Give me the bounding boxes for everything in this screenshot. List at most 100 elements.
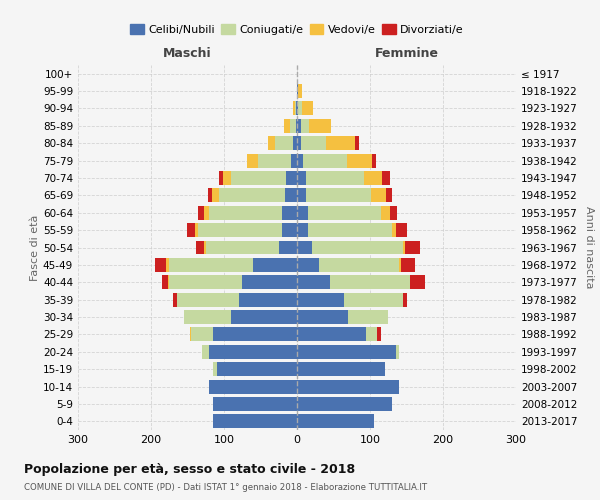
Bar <box>166 258 169 272</box>
Bar <box>377 328 381 342</box>
Bar <box>173 292 176 306</box>
Bar <box>223 171 232 185</box>
Bar <box>297 171 306 185</box>
Bar <box>297 84 298 98</box>
Bar <box>283 223 297 237</box>
Text: Femmine: Femmine <box>374 47 439 60</box>
Bar <box>297 362 385 376</box>
Bar <box>176 292 239 306</box>
Bar <box>297 258 319 272</box>
Bar <box>232 310 297 324</box>
Bar <box>297 276 330 289</box>
Y-axis label: Anni di nascita: Anni di nascita <box>584 206 594 289</box>
Bar <box>319 258 399 272</box>
Bar <box>213 397 297 411</box>
Bar <box>213 328 297 342</box>
Bar <box>195 223 199 237</box>
Bar <box>403 292 407 306</box>
Bar <box>382 171 390 185</box>
Bar <box>297 345 395 358</box>
Bar <box>283 206 297 220</box>
Bar <box>355 136 359 150</box>
Bar <box>306 171 364 185</box>
Bar <box>308 223 392 237</box>
Bar <box>297 188 306 202</box>
Bar <box>198 206 203 220</box>
Bar <box>390 206 397 220</box>
Bar <box>286 171 297 185</box>
Bar <box>217 362 297 376</box>
Bar <box>405 240 419 254</box>
Bar <box>184 310 232 324</box>
Bar <box>381 206 390 220</box>
Bar <box>209 380 297 394</box>
Bar <box>291 154 297 168</box>
Bar <box>169 258 253 272</box>
Bar <box>297 292 344 306</box>
Bar <box>395 345 399 358</box>
Bar <box>367 328 377 342</box>
Bar <box>168 276 169 289</box>
Bar <box>279 240 297 254</box>
Bar <box>347 154 372 168</box>
Bar <box>386 188 392 202</box>
Bar <box>296 102 297 116</box>
Legend: Celibi/Nubili, Coniugati/e, Vedovi/e, Divorziati/e: Celibi/Nubili, Coniugati/e, Vedovi/e, Di… <box>126 20 468 39</box>
Bar <box>306 188 371 202</box>
Bar <box>310 119 331 133</box>
Bar <box>297 119 301 133</box>
Bar <box>330 276 410 289</box>
Text: Maschi: Maschi <box>163 47 212 60</box>
Bar <box>187 223 195 237</box>
Y-axis label: Fasce di età: Fasce di età <box>30 214 40 280</box>
Bar <box>268 136 275 150</box>
Bar <box>297 310 348 324</box>
Bar <box>348 310 388 324</box>
Bar <box>212 188 219 202</box>
Bar <box>372 154 376 168</box>
Bar <box>202 345 209 358</box>
Bar <box>213 362 217 376</box>
Bar <box>301 119 310 133</box>
Bar <box>253 258 297 272</box>
Bar <box>399 258 401 272</box>
Bar <box>213 414 297 428</box>
Bar <box>247 154 259 168</box>
Bar <box>297 102 298 116</box>
Bar <box>301 136 326 150</box>
Bar <box>203 240 206 254</box>
Bar <box>297 328 367 342</box>
Bar <box>303 154 347 168</box>
Bar <box>208 188 212 202</box>
Bar <box>311 240 403 254</box>
Bar <box>199 223 283 237</box>
Bar <box>169 276 242 289</box>
Bar <box>275 136 293 150</box>
Bar <box>190 328 191 342</box>
Bar <box>298 84 302 98</box>
Bar <box>326 136 355 150</box>
Bar <box>297 206 308 220</box>
Bar <box>410 276 425 289</box>
Text: COMUNE DI VILLA DEL CONTE (PD) - Dati ISTAT 1° gennaio 2018 - Elaborazione TUTTI: COMUNE DI VILLA DEL CONTE (PD) - Dati IS… <box>24 484 427 492</box>
Bar <box>344 292 403 306</box>
Bar <box>364 171 382 185</box>
Bar <box>239 292 297 306</box>
Bar <box>242 276 297 289</box>
Bar <box>191 328 213 342</box>
Bar <box>297 223 308 237</box>
Bar <box>259 154 291 168</box>
Bar <box>203 206 209 220</box>
Bar <box>295 102 296 116</box>
Bar <box>392 223 395 237</box>
Bar <box>293 102 295 116</box>
Bar <box>308 206 381 220</box>
Bar <box>284 119 290 133</box>
Bar <box>298 102 302 116</box>
Bar <box>232 171 286 185</box>
Bar <box>297 380 399 394</box>
Bar <box>219 171 223 185</box>
Bar <box>293 136 297 150</box>
Bar <box>290 119 296 133</box>
Bar <box>155 258 166 272</box>
